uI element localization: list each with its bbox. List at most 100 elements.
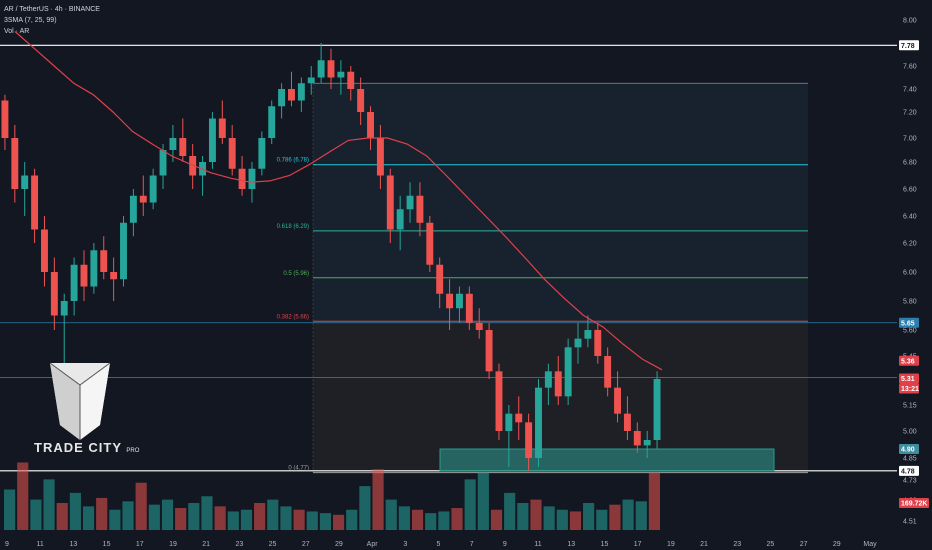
volume-bar [122,501,134,530]
price-tick-label: 7.20 [903,110,917,117]
candle-body [110,272,118,280]
time-tick-label: 29 [335,541,343,548]
volume-indicator-label[interactable]: Vol · AR [4,28,30,35]
price-tick-label: 8.00 [903,18,917,25]
time-tick-label: 17 [136,541,144,548]
candle-body [643,440,651,446]
price-tag-label: 4.90 [901,447,915,454]
price-tag-label: 7.78 [901,43,915,50]
candle-body [80,264,88,287]
time-tick-label: 13 [69,541,77,548]
candle-body [278,89,286,107]
candle-body [1,100,9,138]
volume-bar [648,472,660,530]
candle-body [238,168,246,189]
time-tick-label: 23 [733,541,741,548]
volume-bar [372,469,384,530]
time-tick-label: 15 [103,541,111,548]
price-tag-label: 5.36 [901,358,915,365]
volume-bar [306,511,318,530]
price-tag-bg [899,355,919,366]
candle-body [258,138,266,169]
volume-bar [346,509,358,530]
time-tick-label: 15 [601,541,609,548]
price-tag-label: 169.72K [901,501,927,508]
time-tick-label: 21 [700,541,708,548]
volume-bar [569,511,582,530]
volume-bar [464,479,476,530]
time-axis [0,536,932,550]
volume-bar [596,509,608,530]
price-tag-bg [899,444,919,454]
volume-bar [135,482,147,530]
volume-bar [254,503,266,530]
candle-body [159,150,167,176]
time-tick-label: May [863,541,877,548]
volume-bar [477,472,489,530]
candle-body [100,250,108,272]
candle-body [623,413,631,431]
price-tick-label: 5.15 [903,403,917,410]
support-zone [439,448,775,472]
candle-body [179,138,187,156]
volume-bar [69,492,81,530]
price-tick-label: 6.20 [903,241,917,248]
fib-label-1: 0.618 (6.29) [277,224,309,230]
candle-body [327,60,335,78]
time-tick-label: 29 [833,541,841,548]
volume-bar [543,506,555,530]
symbol-label[interactable]: AR / TetherUS · 4h · BINANCE [4,6,100,13]
volume-bar [30,499,42,530]
candle-body [347,71,355,89]
candle-body [574,338,582,348]
fib-label-4: 0 (4.77) [288,466,309,472]
candle-body [505,413,513,431]
volume-bar [280,506,292,530]
candle-body [218,118,226,138]
volume-bar [82,506,95,530]
volume-bar [201,496,213,530]
sma-indicator-label[interactable]: 3SMA (7, 25, 99) [4,17,57,24]
candle-body [169,138,177,150]
price-tag-label: 13:21 [901,386,919,393]
candle-body [535,387,542,458]
time-tick-label: 23 [235,541,243,548]
candle-body [41,229,48,272]
sma-line [14,31,663,371]
candle-body [307,77,315,84]
time-tick-label: Apr [367,541,379,548]
candle-body [564,347,572,397]
candle-body [525,422,533,458]
candle-body [554,371,562,397]
volume-bar [4,489,16,530]
candle-body [465,293,473,323]
candle-body [70,264,78,301]
candle-body [120,222,127,280]
time-tick-label: 25 [269,541,277,548]
volume-bar [385,499,397,530]
price-tick-label: 5.00 [903,429,917,436]
volume-bar [214,506,226,530]
candle-body [90,250,98,287]
volume-bar [517,503,529,530]
volume-bar [622,499,634,530]
candle-body [406,195,414,210]
price-tick-label: 6.80 [903,160,917,167]
fib-label-0: 0.786 (6.78) [277,158,309,164]
candle-body [149,175,157,203]
candle-body [367,112,374,138]
candle-body [604,356,612,388]
candle-body [357,89,365,112]
candle-body [426,222,434,265]
candle-body [485,330,493,372]
time-tick-label: 3 [403,541,407,548]
time-tick-label: 13 [567,541,575,548]
volume-bar [43,479,55,530]
volume-bar [609,504,621,530]
candle-body [495,371,503,431]
price-tick-label: 5.60 [903,328,917,335]
candle-body [248,168,256,189]
candle-body [129,195,137,223]
volume-bar [319,513,331,530]
